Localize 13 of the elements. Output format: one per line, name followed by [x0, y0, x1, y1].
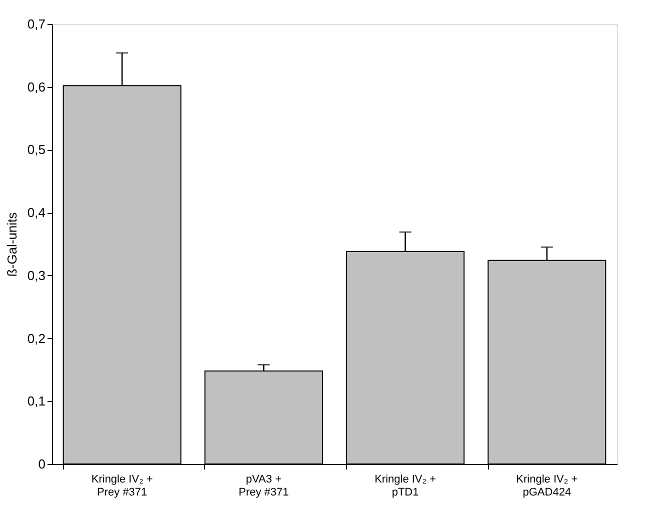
y-axis-title: ß-Gal-units [4, 212, 20, 277]
y-tick-label: 0,7 [27, 16, 46, 32]
y-tick-label: 0,6 [27, 79, 46, 94]
y-tick-label: 0,4 [27, 205, 46, 220]
x-tick-label: pVA3 + Prey #371 [238, 474, 289, 498]
x-tick-label: Kringle IV₂ + Prey #371 [91, 474, 153, 498]
y-tick-label: 0,2 [27, 330, 46, 346]
y-tick-label: 0 [38, 456, 46, 472]
x-tick-label: Kringle IV₂ + pGAD424 [516, 474, 578, 498]
y-tick-label: 0,3 [27, 268, 46, 283]
y-tick-label: 0,1 [27, 394, 46, 409]
x-tick-label: Kringle IV₂ + pTD1 [374, 474, 436, 498]
y-tick-label: 0,5 [27, 142, 46, 158]
